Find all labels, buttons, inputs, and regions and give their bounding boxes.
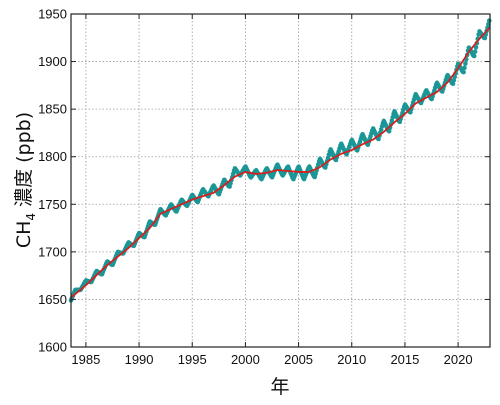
y-axis-title-subscript: 4 <box>24 213 38 221</box>
y-tick-label: 1600 <box>38 340 67 355</box>
y-tick-label: 1750 <box>38 197 67 212</box>
trend-series <box>70 26 491 299</box>
x-axis-title: 年 <box>270 376 289 398</box>
x-tick-label: 2005 <box>284 352 313 367</box>
monthly-point <box>482 35 488 41</box>
y-axis-title-suffix: 濃度 (ppb) <box>13 112 35 213</box>
tick-labels: 1985 1990 1995 2000 2005 2010 2015 2020 1600 1650… <box>38 7 472 368</box>
y-tick-label: 1850 <box>38 102 67 117</box>
y-tick-label: 1700 <box>38 244 67 259</box>
x-tick-label: 2015 <box>390 352 419 367</box>
y-tick-label: 1650 <box>38 292 67 307</box>
monthly-point <box>463 61 468 66</box>
x-tick-label: 2000 <box>231 352 260 367</box>
x-tick-label: 1985 <box>71 352 100 367</box>
axis-ticks <box>71 13 490 348</box>
monthly-point <box>451 77 457 83</box>
grid-lines <box>71 13 490 348</box>
monthly-point <box>462 65 467 71</box>
monthly-point <box>390 115 395 120</box>
y-tick-label: 1900 <box>38 54 67 69</box>
monthly-point <box>461 69 466 75</box>
monthly-point <box>471 53 477 59</box>
y-axis-title: CH4 濃度 (ppb) <box>13 112 38 248</box>
plot-frame <box>70 13 491 348</box>
monthly-point <box>389 118 395 124</box>
x-tick-label: 1995 <box>178 352 207 367</box>
monthly-point <box>386 128 392 134</box>
y-tick-label: 1950 <box>38 7 67 22</box>
x-tick-label: 2020 <box>444 352 473 367</box>
y-axis-title-prefix: CH <box>13 221 35 249</box>
x-tick-label: 2010 <box>337 352 366 367</box>
monthly-point <box>473 45 479 50</box>
monthly-point <box>450 81 456 87</box>
trend-line <box>70 26 491 299</box>
monthly-point <box>472 49 478 54</box>
monthly-point <box>486 18 492 23</box>
y-tick-label: 1800 <box>38 149 67 164</box>
plot-background <box>71 14 490 347</box>
x-tick-label: 1990 <box>125 352 154 367</box>
